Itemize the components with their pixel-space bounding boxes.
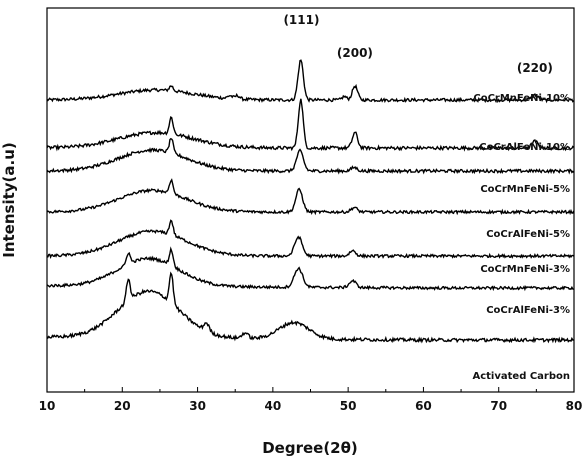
series-line <box>46 59 575 104</box>
peak-annotation: (111) <box>283 13 319 27</box>
peak-label-layer: (111) (200) (220) <box>283 13 552 75</box>
x-tick-label: 60 <box>415 399 432 413</box>
plot-frame <box>46 7 575 393</box>
peak-annotation: (220) <box>517 61 553 75</box>
series-label: CoCrAlFeNi-10% <box>479 142 570 153</box>
series-label-layer: CoCrMnFeNi-10% CoCrAlFeNi-10% CoCrMnFeNi-5… <box>472 93 570 382</box>
series-line <box>46 98 575 152</box>
series-line <box>46 246 574 292</box>
series-line <box>46 271 574 344</box>
series-label: CoCrMnFeNi-5% <box>480 184 570 195</box>
y-axis-title: Intensity(a.u) <box>0 142 18 258</box>
series-layer <box>46 59 575 344</box>
series-line <box>46 178 575 216</box>
x-tick-label: 50 <box>340 399 357 413</box>
series-label: CoCrAlFeNi-5% <box>486 229 570 240</box>
series-label: CoCrMnFeNi-10% <box>473 93 570 104</box>
series-label: CoCrAlFeNi-3% <box>486 305 570 316</box>
x-axis-ticks: 10 20 30 40 50 60 70 80 <box>39 387 583 413</box>
x-tick-label: 70 <box>490 399 507 413</box>
x-tick-label: 80 <box>566 399 583 413</box>
series-label: CoCrMnFeNi-3% <box>480 264 570 275</box>
x-tick-label: 10 <box>39 399 56 413</box>
series-line <box>46 219 575 260</box>
x-tick-label: 30 <box>189 399 206 413</box>
peak-annotation: (200) <box>337 46 373 60</box>
series-line <box>46 137 575 175</box>
x-axis-title: Degree(2θ) <box>262 439 358 457</box>
x-tick-label: 20 <box>114 399 131 413</box>
series-label: Activated Carbon <box>472 371 570 382</box>
x-tick-label: 40 <box>265 399 282 413</box>
